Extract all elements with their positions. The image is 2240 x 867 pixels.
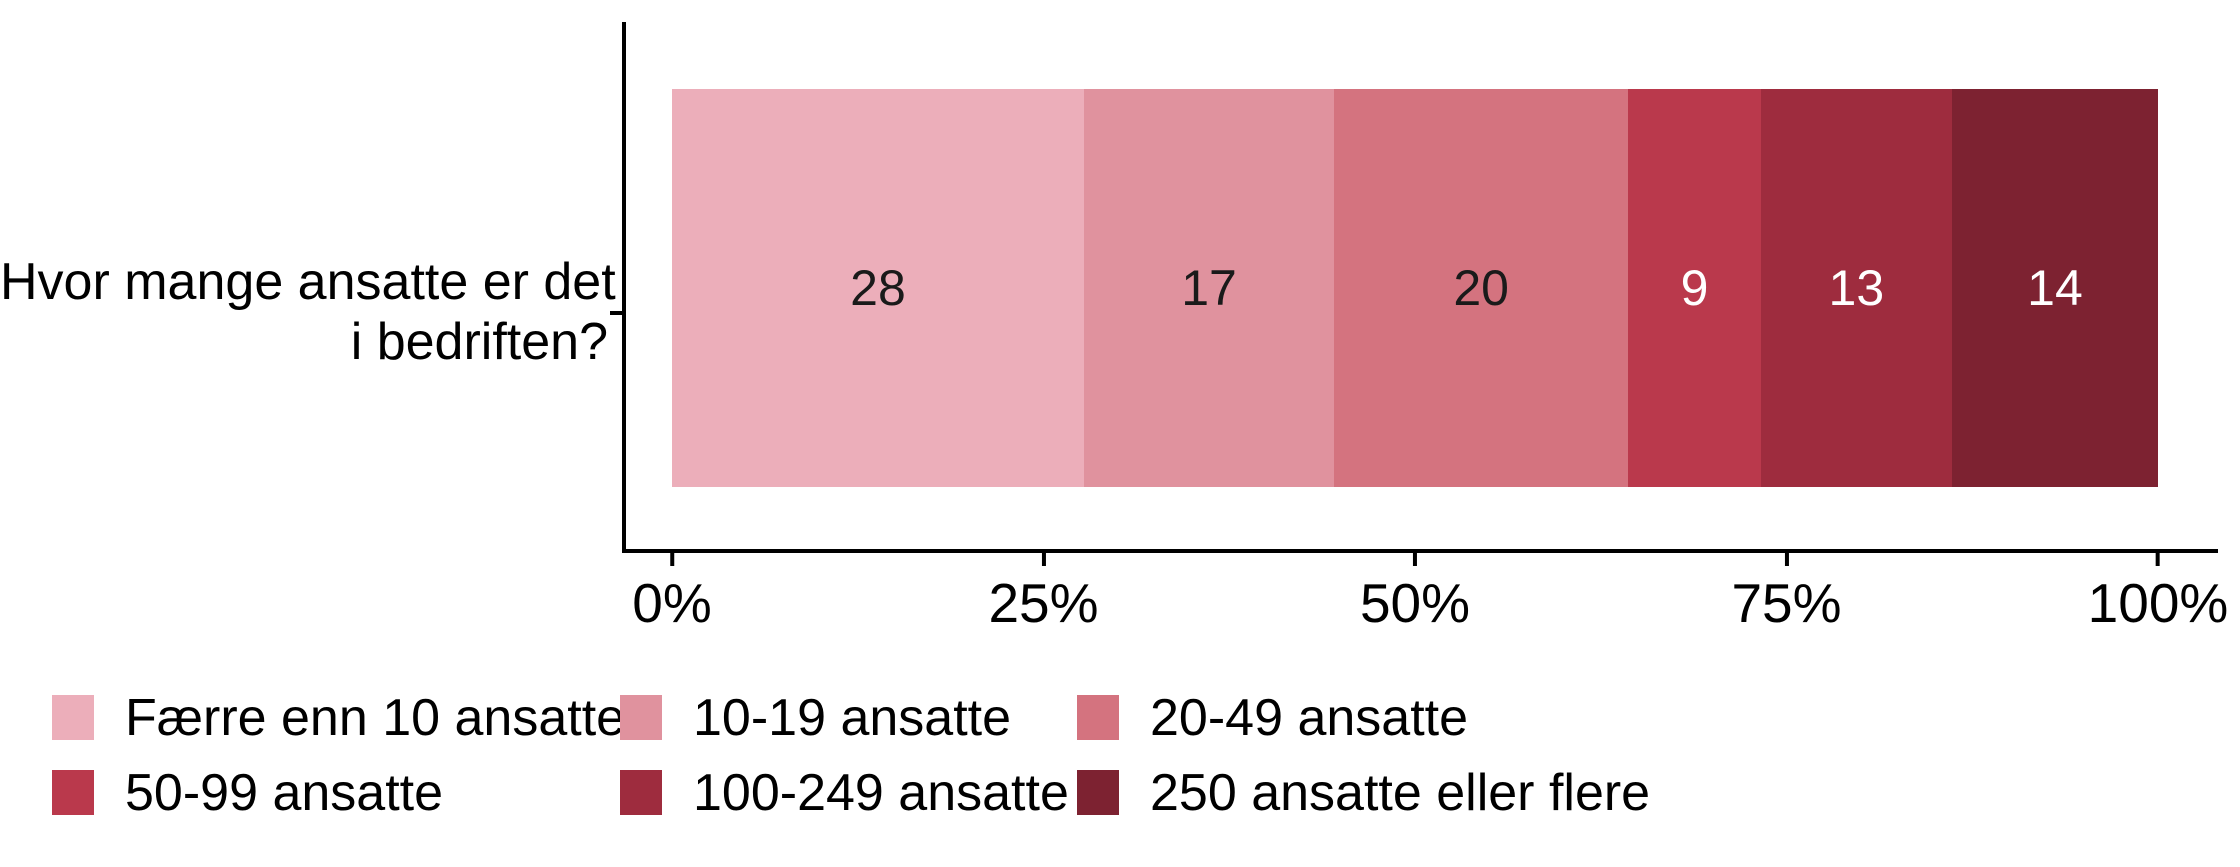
legend-label: 50-99 ansatte	[125, 763, 444, 822]
bar-segment: 17	[1083, 89, 1335, 487]
x-axis-tick-label: 75%	[1731, 572, 1842, 634]
bar-segment: 9	[1628, 89, 1761, 487]
legend-label: 100-249 ansatte	[693, 763, 1069, 822]
legend-item: 250 ansatte eller flere	[1077, 764, 1650, 822]
x-axis-tick	[1041, 553, 1046, 566]
bar-value-label: 28	[850, 260, 906, 316]
x-axis-tick	[670, 553, 674, 566]
x-axis-tick-label: 100%	[2087, 572, 2229, 634]
bar-value-label: 20	[1453, 260, 1509, 316]
bar-segment: 13	[1760, 89, 1952, 487]
x-axis-tick-label: 0%	[632, 572, 712, 634]
legend-swatch	[1077, 770, 1119, 815]
legend-item: 20-49 ansatte	[1077, 689, 1468, 747]
y-axis-category-label: Hvor mange ansatte er det i bedriften?	[0, 252, 616, 372]
x-axis-tick	[1784, 553, 1789, 566]
x-axis-tick-label: 25%	[988, 572, 1099, 634]
x-axis-line	[622, 549, 2218, 553]
legend-label: 20-49 ansatte	[1150, 688, 1469, 747]
legend-item: 50-99 ansatte	[52, 764, 443, 822]
bar-value-label: 14	[2027, 260, 2083, 316]
y-axis-line	[622, 22, 626, 553]
x-axis-tick-group: 75%	[1731, 553, 1842, 635]
legend-label: 250 ansatte eller flere	[1150, 763, 1651, 822]
legend-swatch	[52, 770, 94, 815]
legend-swatch	[620, 770, 662, 815]
bar-segment: 14	[1951, 89, 2158, 487]
legend-swatch	[52, 695, 94, 740]
x-axis-tick	[1413, 553, 1417, 566]
y-axis-category-label-line2: i bedriften?	[350, 313, 608, 371]
legend-swatch	[620, 695, 662, 740]
legend-item: Færre enn 10 ansatte	[52, 689, 625, 747]
bar-segment: 20	[1334, 89, 1629, 487]
legend-swatch	[1077, 695, 1119, 740]
x-axis-tick-group: 50%	[1360, 553, 1470, 635]
legend-label: 10-19 ansatte	[693, 688, 1012, 747]
x-axis-tick-group: 100%	[2087, 553, 2229, 635]
x-axis-tick-label: 50%	[1359, 572, 1471, 634]
x-axis-tick	[2155, 553, 2160, 566]
bar-segment: 28	[672, 89, 1084, 487]
x-axis-tick-group: 0%	[632, 553, 712, 635]
legend-label: Færre enn 10 ansatte	[125, 688, 626, 747]
bar-value-label: 9	[1680, 260, 1709, 316]
y-axis-tick	[610, 311, 622, 315]
y-axis-category-label-line1: Hvor mange ansatte er det	[0, 253, 616, 311]
legend-item: 10-19 ansatte	[620, 689, 1011, 747]
bar-value-label: 17	[1181, 260, 1237, 316]
stacked-bar: 28 17 20 9 13 14	[672, 89, 2158, 487]
legend-item: 100-249 ansatte	[620, 764, 1069, 822]
x-axis-tick-group: 25%	[988, 553, 1099, 635]
bar-value-label: 13	[1828, 260, 1885, 316]
